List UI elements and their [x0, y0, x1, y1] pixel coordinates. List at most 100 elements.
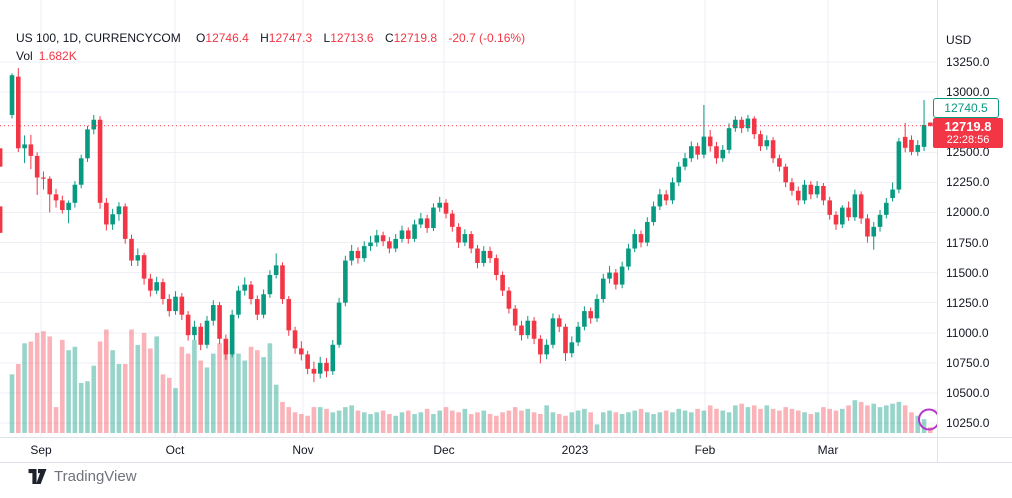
volume-bar — [72, 346, 78, 433]
candle — [431, 207, 436, 229]
symbol-title[interactable]: US 100, 1D, CURRENCYCOM — [16, 31, 181, 45]
volume-bar — [122, 364, 128, 433]
volume-bar — [28, 341, 34, 433]
legend-low-key: L — [323, 31, 331, 45]
volume-bar — [255, 350, 260, 433]
volume-bar — [538, 414, 543, 433]
secondary-price-label[interactable]: 12740.5 — [933, 98, 999, 118]
candle — [97, 119, 103, 203]
volume-bar — [745, 407, 751, 433]
candle — [751, 118, 757, 135]
candle — [311, 368, 317, 374]
volume-bar — [890, 403, 895, 433]
chart-pane[interactable] — [0, 0, 937, 437]
volume-bar — [733, 405, 738, 433]
volume-bar — [66, 350, 71, 433]
candle — [928, 122, 933, 126]
currency-label: USD — [946, 33, 972, 47]
candle — [506, 290, 512, 309]
last-price-value: 12719.8 — [944, 119, 992, 134]
volume-key: Vol — [16, 49, 33, 63]
candle — [468, 234, 474, 249]
volume-bar — [116, 364, 122, 433]
candle — [78, 158, 84, 185]
volume-bar — [374, 412, 380, 433]
candle — [877, 214, 883, 227]
volume-bar — [494, 415, 499, 433]
candle — [600, 278, 606, 300]
candle — [915, 145, 921, 152]
event-marker-ring[interactable] — [918, 408, 937, 431]
legend-close-key: C — [384, 31, 394, 45]
volume-bar — [192, 339, 197, 433]
volume-bar — [160, 374, 166, 433]
volume-bar — [556, 414, 562, 433]
candle — [361, 246, 367, 259]
candle — [770, 140, 776, 159]
volume-bar — [795, 410, 801, 433]
candle — [242, 284, 248, 291]
volume-bar — [456, 412, 461, 433]
candle — [745, 118, 751, 129]
tradingview-attribution[interactable]: TradingView — [28, 468, 137, 485]
candle — [909, 139, 914, 152]
candle — [324, 362, 329, 372]
last-price-label[interactable]: 12719.8 22:28:56 — [933, 118, 1003, 148]
candle — [28, 144, 34, 156]
volume-bar — [343, 407, 348, 433]
candle — [802, 184, 807, 201]
candle — [833, 214, 839, 225]
volume-bar — [858, 401, 864, 433]
volume-bar — [619, 414, 625, 433]
candle — [129, 238, 134, 261]
volume-bar — [506, 410, 512, 433]
volume-bar — [896, 401, 902, 433]
candle — [512, 308, 518, 326]
volume-bar — [909, 412, 914, 433]
volume-bar — [575, 410, 581, 433]
candle — [305, 354, 310, 369]
volume-value: 1.682K — [38, 49, 77, 63]
volume-bar — [292, 412, 298, 433]
volume-bar — [399, 412, 405, 433]
candle — [550, 318, 556, 345]
legend-low-value: 12713.6 — [330, 31, 374, 45]
candle — [185, 314, 191, 336]
candle — [758, 134, 763, 147]
volume-bar — [173, 388, 178, 433]
candle — [192, 326, 197, 336]
volume-bar — [431, 414, 436, 433]
volume-legend: Vol 1.682K — [16, 49, 77, 63]
price-tick-label: 12500.0 — [946, 145, 990, 160]
candle — [223, 338, 229, 355]
candle — [418, 218, 424, 225]
candle — [689, 146, 694, 159]
candle — [676, 166, 682, 183]
candle — [299, 348, 304, 355]
candle — [330, 344, 336, 372]
candle — [808, 184, 814, 195]
volume-bar — [204, 367, 210, 433]
candle — [343, 260, 348, 303]
volume-bar — [582, 408, 587, 433]
candle — [827, 200, 832, 215]
candle — [789, 182, 795, 191]
price-axis[interactable]: USD 13250.0 13000.0 12500.0 12250.0 12000.0 1… — [933, 0, 1012, 437]
volume-bar — [135, 345, 141, 433]
volume-bar — [280, 401, 285, 433]
volume-bar — [695, 408, 700, 433]
volume-bar — [644, 412, 650, 433]
time-axis[interactable]: Sep Oct Nov Dec 2023 Feb Mar — [0, 437, 1012, 463]
tradingview-logo-icon — [28, 468, 47, 485]
volume-bar — [166, 377, 172, 433]
candle — [116, 206, 122, 215]
price-tick-label: 10750.0 — [946, 355, 990, 370]
volume-bar — [651, 414, 656, 433]
candle — [538, 338, 543, 355]
candle — [569, 342, 575, 354]
candle — [795, 190, 801, 201]
volume-bar — [682, 410, 688, 433]
volume-bar — [814, 412, 820, 433]
candle — [412, 224, 417, 239]
volume-bar — [317, 407, 323, 433]
